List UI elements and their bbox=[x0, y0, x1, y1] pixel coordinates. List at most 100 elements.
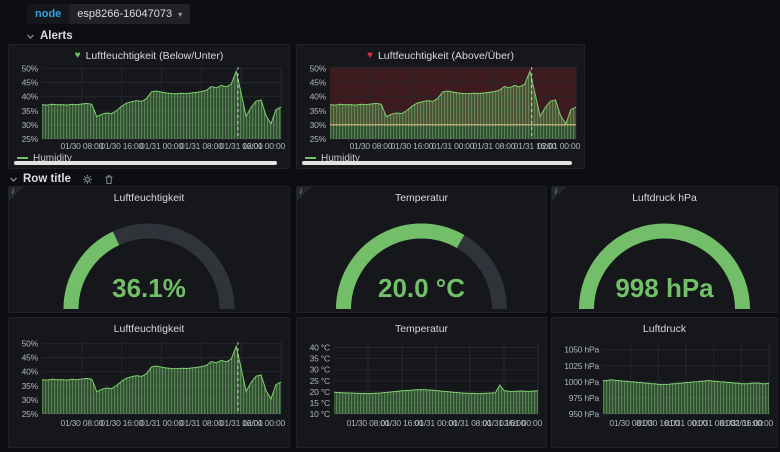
svg-text:35 °C: 35 °C bbox=[310, 354, 330, 364]
panel-title[interactable]: ♥ Luftfeuchtigkeit (Above/Über) bbox=[297, 45, 584, 63]
svg-text:01/30 08:00: 01/30 08:00 bbox=[60, 141, 103, 151]
panel-title[interactable]: Luftdruck bbox=[552, 318, 777, 336]
panel-title-text: Luftdruck hPa bbox=[632, 191, 697, 204]
row-header-row-title[interactable]: Row title bbox=[9, 173, 114, 185]
panel-gauge-temperature: i Temperatur 20.0 °C bbox=[296, 186, 547, 313]
panel-gauge-pressure: i Luftdruck hPa 998 hPa bbox=[551, 186, 778, 313]
panel-title[interactable]: Luftfeuchtigkeit bbox=[9, 318, 289, 336]
panel-title[interactable]: Luftfeuchtigkeit bbox=[9, 187, 289, 205]
svg-text:01/30 08:00: 01/30 08:00 bbox=[350, 141, 393, 151]
panel-alert-above: ♥ Luftfeuchtigkeit (Above/Über) 25% 30% 35… bbox=[296, 44, 585, 169]
legend-label: Humidity bbox=[33, 152, 72, 164]
humidity-alert-below-chart[interactable]: 25% 30% 35% 40% 45% 50% 01/30 08:00 01/30 16:00… bbox=[9, 63, 289, 152]
template-variable-node[interactable]: node esp8266-16047073 ▾ bbox=[27, 4, 191, 24]
svg-text:40%: 40% bbox=[22, 92, 39, 102]
svg-text:01/30 16:00: 01/30 16:00 bbox=[391, 141, 434, 151]
svg-text:02/01 00:00: 02/01 00:00 bbox=[537, 141, 580, 151]
svg-text:45%: 45% bbox=[310, 78, 327, 88]
panel-info-corner[interactable]: i bbox=[9, 187, 23, 201]
horizontal-scrollbar[interactable] bbox=[302, 161, 572, 165]
svg-text:01/31 16:00: 01/31 16:00 bbox=[514, 141, 557, 151]
svg-text:20.0 °C: 20.0 °C bbox=[378, 273, 465, 303]
svg-text:50%: 50% bbox=[22, 338, 39, 348]
variable-label: node bbox=[27, 4, 70, 24]
panel-title-text: Luftfeuchtigkeit (Below/Unter) bbox=[85, 49, 224, 62]
humidity-graph-chart[interactable]: 25% 30% 35% 40% 45% 50% 01/30 08:00 01/30 16:00… bbox=[9, 336, 289, 452]
panel-pressure-graph: Luftdruck 950 hPa 975 hPa 1000 hPa 1025 hPa… bbox=[551, 317, 778, 448]
temperature-graph-chart[interactable]: 10 °C 15 °C 20 °C 25 °C 30 °C 35 °C 40 °C 01/30… bbox=[297, 336, 546, 452]
svg-text:15 °C: 15 °C bbox=[310, 398, 330, 408]
panel-info-corner[interactable]: i bbox=[297, 187, 311, 201]
panel-temperature-graph: Temperatur 10 °C 15 °C 20 °C 25 °C 30 °C 35 °… bbox=[296, 317, 547, 448]
svg-text:40%: 40% bbox=[310, 92, 327, 102]
svg-text:25 °C: 25 °C bbox=[310, 376, 330, 386]
svg-text:01/31 08:00: 01/31 08:00 bbox=[473, 141, 516, 151]
panel-title[interactable]: Luftdruck hPa bbox=[552, 187, 777, 205]
svg-text:50%: 50% bbox=[310, 63, 327, 73]
svg-text:30 °C: 30 °C bbox=[310, 365, 330, 375]
svg-text:1050 hPa: 1050 hPa bbox=[564, 345, 599, 355]
panel-title-text: Luftfeuchtigkeit bbox=[113, 191, 185, 204]
svg-text:40 °C: 40 °C bbox=[310, 343, 330, 353]
pressure-graph-chart[interactable]: 950 hPa 975 hPa 1000 hPa 1025 hPa 1050 hPa 01… bbox=[552, 336, 777, 452]
svg-text:10 °C: 10 °C bbox=[310, 409, 330, 419]
panel-alert-below: ♥ Luftfeuchtigkeit (Below/Unter) 25% 30% 3… bbox=[8, 44, 290, 169]
svg-text:01/31 16:00: 01/31 16:00 bbox=[220, 141, 263, 151]
svg-text:35%: 35% bbox=[310, 106, 327, 116]
row-title-text: Row title bbox=[23, 173, 71, 185]
panel-title-text: Luftfeuchtigkeit bbox=[113, 322, 185, 335]
svg-text:30%: 30% bbox=[22, 395, 39, 405]
humidity-alert-above-chart[interactable]: 25% 30% 35% 40% 45% 50% 01/30 08:00 01/30 16:00… bbox=[297, 63, 584, 152]
panel-title-text: Luftfeuchtigkeit (Above/Über) bbox=[377, 49, 514, 62]
panel-info-corner[interactable]: i bbox=[552, 187, 566, 201]
svg-text:45%: 45% bbox=[22, 353, 39, 363]
legend-label: Humidity bbox=[321, 152, 360, 164]
legend[interactable]: Humidity bbox=[297, 152, 584, 164]
legend[interactable]: Humidity bbox=[9, 152, 289, 164]
humidity-gauge: 36.1% bbox=[9, 205, 289, 317]
svg-text:30%: 30% bbox=[22, 120, 39, 130]
panel-title[interactable]: Temperatur bbox=[297, 187, 546, 205]
svg-text:01/31 08:00: 01/31 08:00 bbox=[180, 141, 223, 151]
panel-gauge-humidity: i Luftfeuchtigkeit 36.1% bbox=[8, 186, 290, 313]
gear-icon[interactable] bbox=[82, 174, 93, 185]
panel-humidity-graph: Luftfeuchtigkeit 25% 30% 35% 40% 45% 50% 01/30… bbox=[8, 317, 290, 448]
svg-text:01/31 00:00: 01/31 00:00 bbox=[140, 141, 183, 151]
caret-down-icon: ▾ bbox=[178, 9, 183, 19]
svg-text:975 hPa: 975 hPa bbox=[569, 393, 600, 403]
dashboard-submenu: node esp8266-16047073 ▾ bbox=[0, 0, 780, 28]
panel-info-icon: i bbox=[300, 187, 302, 196]
row-header-alerts[interactable]: Alerts bbox=[26, 30, 73, 42]
legend-series-color bbox=[17, 157, 28, 159]
heart-ok-icon: ♥ bbox=[74, 49, 81, 61]
panel-title-text: Luftdruck bbox=[642, 322, 687, 335]
svg-text:45%: 45% bbox=[22, 78, 39, 88]
svg-text:01/30 16:00: 01/30 16:00 bbox=[100, 141, 143, 151]
svg-text:25%: 25% bbox=[22, 134, 39, 144]
svg-text:25%: 25% bbox=[22, 409, 39, 419]
svg-text:1000 hPa: 1000 hPa bbox=[564, 377, 599, 387]
svg-text:20 °C: 20 °C bbox=[310, 387, 330, 397]
panel-title-text: Temperatur bbox=[394, 191, 449, 204]
variable-value: esp8266-16047073 bbox=[77, 8, 173, 20]
row-title-text: Alerts bbox=[40, 30, 73, 42]
temperature-gauge: 20.0 °C bbox=[297, 205, 546, 317]
panel-title[interactable]: Temperatur bbox=[297, 318, 546, 336]
svg-text:1025 hPa: 1025 hPa bbox=[564, 361, 599, 371]
chevron-down-icon bbox=[27, 34, 34, 39]
trash-icon[interactable] bbox=[104, 174, 114, 185]
svg-text:02/01 00:00: 02/01 00:00 bbox=[242, 141, 285, 151]
svg-text:35%: 35% bbox=[22, 381, 39, 391]
heart-alerting-icon: ♥ bbox=[367, 49, 373, 61]
svg-text:30%: 30% bbox=[310, 120, 327, 130]
horizontal-scrollbar[interactable] bbox=[14, 161, 277, 165]
svg-text:950 hPa: 950 hPa bbox=[569, 409, 600, 419]
panel-info-icon: i bbox=[12, 187, 14, 196]
variable-value-dropdown[interactable]: esp8266-16047073 ▾ bbox=[69, 4, 191, 24]
svg-text:50%: 50% bbox=[22, 63, 39, 73]
svg-text:40%: 40% bbox=[22, 367, 39, 377]
panel-info-icon: i bbox=[555, 187, 557, 196]
svg-text:36.1%: 36.1% bbox=[112, 273, 186, 303]
legend-series-color bbox=[305, 157, 316, 159]
panel-title[interactable]: ♥ Luftfeuchtigkeit (Below/Unter) bbox=[9, 45, 289, 63]
